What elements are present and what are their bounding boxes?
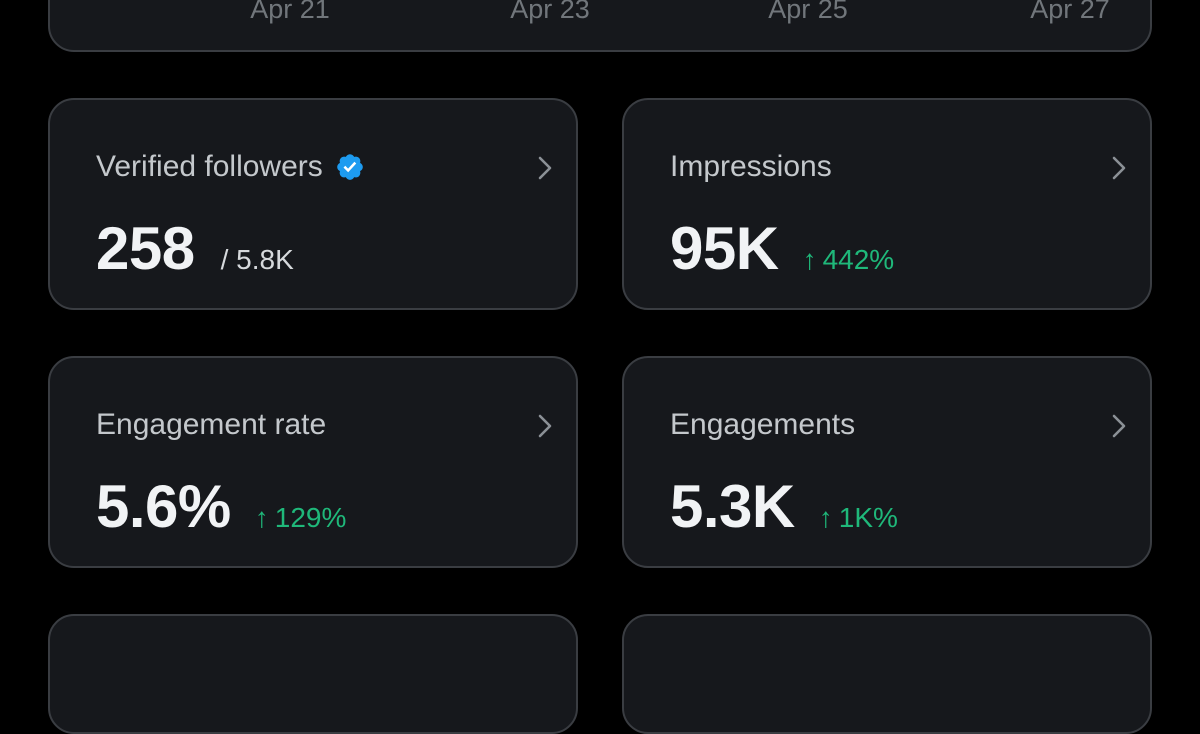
stat-title-row: Impressions — [670, 150, 832, 184]
arrow-up-icon: ↑ — [254, 502, 269, 533]
x-axis-tick: Apr 23 — [510, 0, 590, 24]
x-axis-tick: Apr 21 — [250, 0, 330, 24]
stat-card-engagements[interactable]: Engagements 5.3K ↑ 1K% — [622, 356, 1152, 568]
stat-card-impressions[interactable]: Impressions 95K ↑ 442% — [622, 98, 1152, 310]
stat-value-row: 258 / 5.8K — [96, 214, 294, 283]
stat-title-row: Verified followers — [96, 150, 365, 184]
chevron-right-icon[interactable] — [1110, 412, 1128, 440]
stat-change: ↑ 1K% — [819, 502, 898, 534]
stat-change-value: 129% — [274, 502, 347, 533]
chart-card: Apr 21 Apr 23 Apr 25 Apr 27 — [48, 0, 1152, 52]
stat-value: 95K — [670, 215, 779, 282]
stat-value-row: 5.3K ↑ 1K% — [670, 472, 898, 541]
stat-value: 5.6% — [96, 473, 231, 540]
stat-value: 5.3K — [670, 473, 795, 540]
stat-card-partial[interactable] — [48, 614, 578, 734]
stat-card-verified-followers[interactable]: Verified followers 258 / 5.8K — [48, 98, 578, 310]
chevron-right-icon[interactable] — [536, 154, 554, 182]
stat-card-partial[interactable] — [622, 614, 1152, 734]
stat-change: ↑ 442% — [803, 244, 895, 276]
stat-title: Engagement rate — [96, 408, 327, 441]
stat-change-value: 442% — [822, 244, 895, 275]
stat-title: Engagements — [670, 408, 856, 441]
stat-card-engagement-rate[interactable]: Engagement rate 5.6% ↑ 129% — [48, 356, 578, 568]
x-axis-tick: Apr 27 — [1030, 0, 1110, 24]
x-axis-tick: Apr 25 — [768, 0, 848, 24]
stat-total: / 5.8K — [220, 244, 294, 275]
stat-value-row: 5.6% ↑ 129% — [96, 472, 346, 541]
chevron-right-icon[interactable] — [536, 412, 554, 440]
stat-change-value: 1K% — [838, 502, 898, 533]
stat-title-row: Engagements — [670, 408, 855, 442]
stat-value: 258 — [96, 215, 195, 282]
chevron-right-icon[interactable] — [1110, 154, 1128, 182]
arrow-up-icon: ↑ — [818, 502, 833, 533]
stat-change: ↑ 129% — [255, 502, 347, 534]
stat-title: Impressions — [670, 150, 832, 183]
verified-badge-icon — [336, 154, 363, 180]
stat-title: Verified followers — [96, 150, 323, 183]
arrow-up-icon: ↑ — [802, 244, 817, 275]
stat-value-row: 95K ↑ 442% — [670, 214, 894, 283]
stat-title-row: Engagement rate — [96, 408, 326, 442]
